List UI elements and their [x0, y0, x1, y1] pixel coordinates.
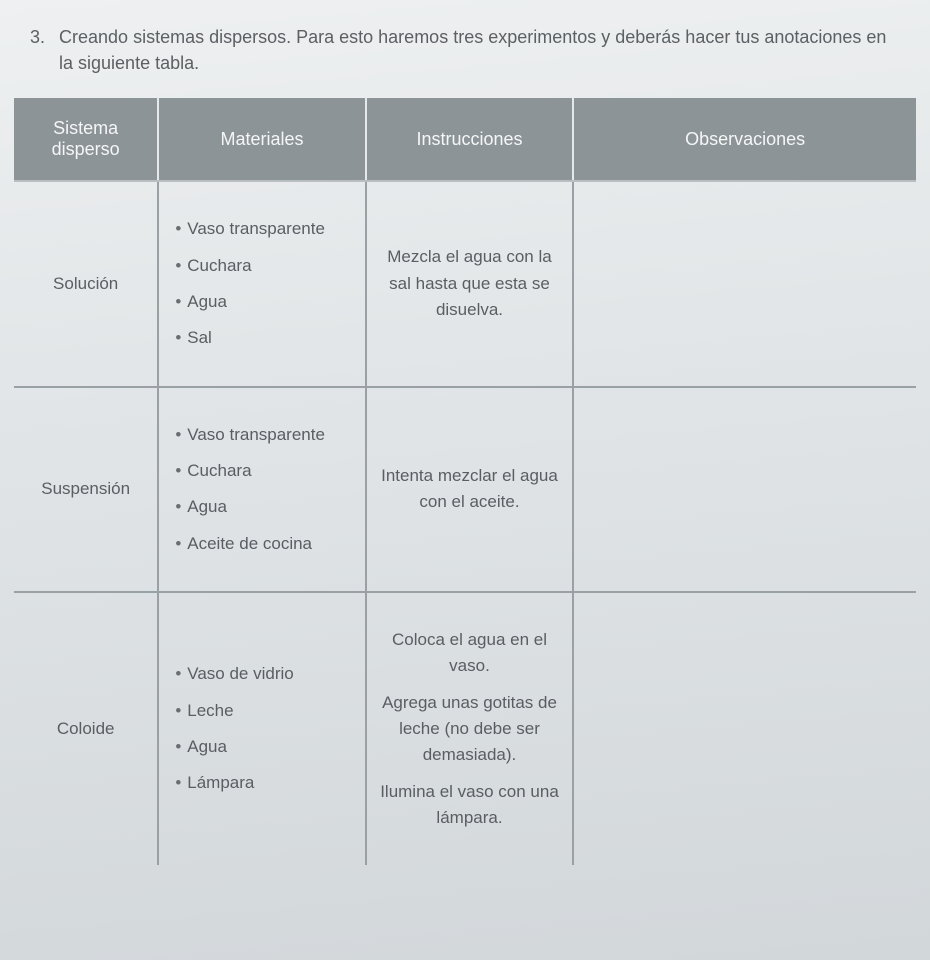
material-item: Vaso de vidrio	[175, 661, 352, 687]
question-intro: 3. Creando sistemas dispersos. Para esto…	[14, 24, 916, 98]
table-row: Coloide Vaso de vidrio Leche Agua Lámpar…	[14, 592, 916, 865]
col-sistema: Sistema disperso	[14, 98, 158, 181]
material-item: Vaso transparente	[175, 422, 352, 448]
material-item: Aceite de cocina	[175, 531, 352, 557]
instruction-step: Mezcla el agua con la sal hasta que esta…	[379, 244, 560, 323]
cell-instrucciones: Intenta mezclar el agua con el aceite.	[366, 387, 573, 592]
cell-observaciones[interactable]	[573, 387, 916, 592]
cell-materiales: Vaso transparente Cuchara Agua Aceite de…	[158, 387, 365, 592]
instruction-step: Coloca el agua en el vaso.	[379, 627, 560, 680]
cell-sistema: Coloide	[14, 592, 158, 865]
cell-observaciones[interactable]	[573, 181, 916, 386]
worksheet-page: 3. Creando sistemas dispersos. Para esto…	[0, 0, 930, 960]
material-item: Leche	[175, 698, 352, 724]
material-item: Agua	[175, 494, 352, 520]
instruction-step: Agrega unas gotitas de leche (no debe se…	[379, 690, 560, 769]
table-row: Suspensión Vaso transparente Cuchara Agu…	[14, 387, 916, 592]
table-row: Solución Vaso transparente Cuchara Agua …	[14, 181, 916, 386]
material-item: Agua	[175, 734, 352, 760]
instruction-step: Ilumina el vaso con una lámpara.	[379, 779, 560, 832]
cell-sistema: Solución	[14, 181, 158, 386]
instruction-step: Intenta mezclar el agua con el aceite.	[379, 463, 560, 516]
material-item: Lámpara	[175, 770, 352, 796]
experiments-table: Sistema disperso Materiales Instruccione…	[14, 98, 916, 865]
cell-instrucciones: Coloca el agua en el vaso. Agrega unas g…	[366, 592, 573, 865]
cell-materiales: Vaso transparente Cuchara Agua Sal	[158, 181, 365, 386]
cell-materiales: Vaso de vidrio Leche Agua Lámpara	[158, 592, 365, 865]
cell-instrucciones: Mezcla el agua con la sal hasta que esta…	[366, 181, 573, 386]
material-item: Cuchara	[175, 458, 352, 484]
col-instrucciones: Instrucciones	[366, 98, 573, 181]
question-text: Creando sistemas dispersos. Para esto ha…	[59, 24, 904, 76]
cell-observaciones[interactable]	[573, 592, 916, 865]
material-item: Agua	[175, 289, 352, 315]
material-item: Sal	[175, 325, 352, 351]
material-item: Vaso transparente	[175, 216, 352, 242]
material-item: Cuchara	[175, 253, 352, 279]
question-number: 3.	[30, 24, 45, 76]
cell-sistema: Suspensión	[14, 387, 158, 592]
table-header-row: Sistema disperso Materiales Instruccione…	[14, 98, 916, 181]
col-observaciones: Observaciones	[573, 98, 916, 181]
col-materiales: Materiales	[158, 98, 365, 181]
